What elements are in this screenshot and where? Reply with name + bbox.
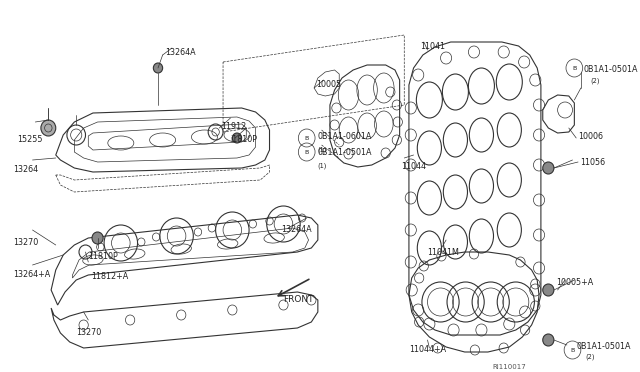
- Text: (1): (1): [318, 162, 327, 169]
- Text: 11041M: 11041M: [428, 248, 460, 257]
- Text: 11810P: 11810P: [88, 252, 118, 261]
- Text: RI110017: RI110017: [493, 364, 526, 370]
- Circle shape: [543, 284, 554, 296]
- Text: 13264: 13264: [13, 165, 38, 174]
- Text: B: B: [570, 347, 575, 353]
- Text: FRONT: FRONT: [284, 295, 314, 304]
- Text: 0B1A1-0501A: 0B1A1-0501A: [584, 65, 638, 74]
- Text: 11041: 11041: [420, 42, 445, 51]
- Circle shape: [41, 120, 56, 136]
- Circle shape: [154, 63, 163, 73]
- Text: 11044: 11044: [401, 162, 426, 171]
- Text: 13264A: 13264A: [165, 48, 196, 57]
- Text: 13270: 13270: [13, 238, 38, 247]
- Text: 0B1A1-0501A: 0B1A1-0501A: [576, 342, 630, 351]
- Text: B: B: [305, 135, 309, 141]
- Text: B: B: [305, 150, 309, 154]
- Text: 15255: 15255: [17, 135, 42, 144]
- Text: 10006: 10006: [578, 132, 603, 141]
- Text: (2): (2): [590, 77, 600, 83]
- Text: 11812+A: 11812+A: [91, 272, 129, 281]
- Text: 11044+A: 11044+A: [409, 345, 446, 354]
- Text: B: B: [572, 65, 577, 71]
- Circle shape: [543, 334, 554, 346]
- Circle shape: [232, 133, 242, 143]
- Text: 10005: 10005: [316, 80, 341, 89]
- Text: 13264A: 13264A: [281, 225, 311, 234]
- Circle shape: [92, 232, 103, 244]
- Text: i1810P: i1810P: [230, 135, 257, 144]
- Text: 11056: 11056: [580, 158, 605, 167]
- Text: 13264+A: 13264+A: [13, 270, 51, 279]
- Text: 13270: 13270: [76, 328, 102, 337]
- Text: (2): (2): [586, 354, 595, 360]
- Circle shape: [543, 162, 554, 174]
- Text: 0B1A1-0501A: 0B1A1-0501A: [318, 148, 372, 157]
- Text: 0B1A1-0601A: 0B1A1-0601A: [318, 132, 372, 141]
- Text: 10005+A: 10005+A: [556, 278, 593, 287]
- Text: 11912: 11912: [221, 122, 246, 131]
- Text: (1): (1): [318, 146, 327, 153]
